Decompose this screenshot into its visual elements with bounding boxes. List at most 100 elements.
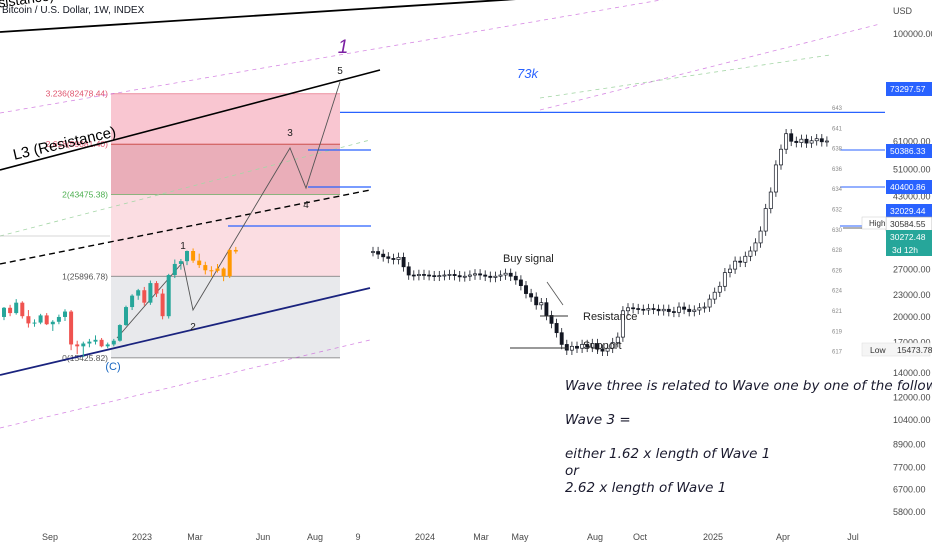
price-badge bbox=[886, 204, 932, 218]
candle-body bbox=[215, 268, 220, 271]
time-axis-tick: Aug bbox=[307, 532, 323, 542]
candle-body bbox=[130, 295, 135, 308]
high-tag bbox=[861, 216, 887, 230]
time-axis-tick: May bbox=[511, 532, 529, 542]
candle-body bbox=[631, 307, 636, 310]
countdown-badge bbox=[886, 243, 932, 256]
mini-axis-label: 630 bbox=[832, 228, 843, 234]
candle-body bbox=[712, 291, 717, 300]
fib-zone-2 bbox=[111, 194, 340, 277]
candle-body bbox=[697, 307, 702, 311]
time-axis-tick: Oct bbox=[633, 532, 648, 542]
candle-body bbox=[376, 251, 381, 255]
candle-body bbox=[677, 306, 681, 313]
candle-body bbox=[498, 274, 503, 277]
time-axis-tick: Mar bbox=[473, 532, 489, 542]
wave-label: 5 bbox=[337, 66, 343, 77]
candle-body bbox=[2, 307, 6, 317]
buy-signal-label: Buy signal bbox=[503, 253, 554, 265]
mini-axis-label: 619 bbox=[832, 329, 843, 335]
upper-line-label: sistance) bbox=[0, 0, 55, 11]
fib-zone-1 bbox=[111, 276, 340, 358]
candle-body bbox=[779, 148, 783, 166]
price-axis-tick: 27000.00 bbox=[893, 265, 931, 275]
candle-body bbox=[99, 339, 104, 347]
price-badge-value: 32029.44 bbox=[890, 206, 926, 216]
price-axis-tick: 23000.00 bbox=[893, 290, 931, 300]
price-badge-value: 30584.55 bbox=[890, 219, 926, 229]
candle-body bbox=[539, 302, 544, 306]
time-axis-tick: Sep bbox=[42, 532, 58, 542]
candle-body bbox=[692, 309, 697, 312]
candle-body bbox=[105, 344, 110, 347]
wave-label: 3 bbox=[287, 128, 293, 139]
midline-dashed bbox=[0, 189, 371, 265]
candle-body bbox=[371, 251, 375, 253]
candle-body bbox=[8, 307, 13, 314]
candle-body bbox=[610, 342, 615, 349]
note-line-1: Wave three is related to Wave one by one… bbox=[565, 378, 932, 394]
time-axis-tick: 2023 bbox=[132, 532, 152, 542]
time-axis-tick: 9 bbox=[355, 532, 360, 542]
candle-body bbox=[462, 275, 467, 278]
candle-body bbox=[569, 345, 574, 351]
mini-axis-label: 621 bbox=[832, 309, 843, 315]
mini-axis-label: 636 bbox=[832, 167, 843, 173]
candle-body bbox=[564, 344, 569, 351]
candle-body bbox=[651, 308, 656, 310]
candle-body bbox=[575, 345, 579, 349]
candle-body bbox=[626, 307, 630, 312]
wave-label: 1 bbox=[180, 241, 186, 252]
candle-body bbox=[87, 341, 92, 344]
candle-body bbox=[172, 263, 177, 276]
price-axis-tick: 51000.00 bbox=[893, 164, 931, 174]
candle-body bbox=[437, 275, 442, 277]
candle-body bbox=[641, 308, 646, 311]
l3-resistance-line bbox=[0, 69, 381, 171]
candle-body bbox=[209, 270, 214, 272]
price-axis-tick: 8900.00 bbox=[893, 440, 926, 450]
price-axis-tick: 14000.00 bbox=[893, 368, 931, 378]
wave-label: 2 bbox=[190, 322, 196, 333]
candle-body bbox=[702, 306, 707, 309]
countdown-label: 3d 12h bbox=[892, 245, 918, 255]
candle-body bbox=[687, 308, 692, 312]
support-label: Support bbox=[583, 340, 622, 352]
candle-body bbox=[615, 336, 620, 343]
candle-body bbox=[789, 133, 794, 142]
candle-body bbox=[483, 274, 488, 277]
candle-body bbox=[221, 268, 226, 277]
candle-body bbox=[406, 266, 411, 276]
price-axis-tick: 61000.00 bbox=[893, 136, 931, 146]
candle-body bbox=[467, 274, 472, 277]
top-label-group: sistance) bbox=[0, 0, 55, 11]
candle-body bbox=[554, 323, 559, 334]
candle-body bbox=[197, 260, 202, 266]
mini-axis-label: 634 bbox=[832, 187, 843, 193]
candle-body bbox=[580, 344, 585, 349]
fib-level-label: 3.236(82478.44) bbox=[46, 89, 109, 99]
candle-body bbox=[559, 332, 564, 345]
candle-body bbox=[743, 255, 748, 263]
candle-body bbox=[478, 273, 483, 276]
candle-body bbox=[416, 274, 421, 276]
low-tag bbox=[861, 342, 931, 357]
candle-body bbox=[81, 343, 86, 347]
candle-body bbox=[422, 274, 426, 276]
wave-label: (C) bbox=[105, 361, 120, 373]
price-axis-tick: 100000.00 bbox=[893, 29, 932, 39]
candle-body bbox=[124, 307, 128, 326]
upper-resistance-line bbox=[0, 0, 516, 33]
price-axis-tick: 43000.00 bbox=[893, 191, 931, 201]
candle-body bbox=[154, 283, 159, 294]
candle-body bbox=[14, 302, 19, 314]
candle-body bbox=[44, 315, 49, 325]
candle-body bbox=[56, 316, 61, 322]
candle-body bbox=[178, 261, 183, 264]
time-axis-tick: Mar bbox=[187, 532, 203, 542]
note-line-2: Wave 3 = bbox=[565, 412, 631, 428]
candle-body bbox=[824, 140, 829, 143]
candle-body bbox=[136, 290, 141, 296]
